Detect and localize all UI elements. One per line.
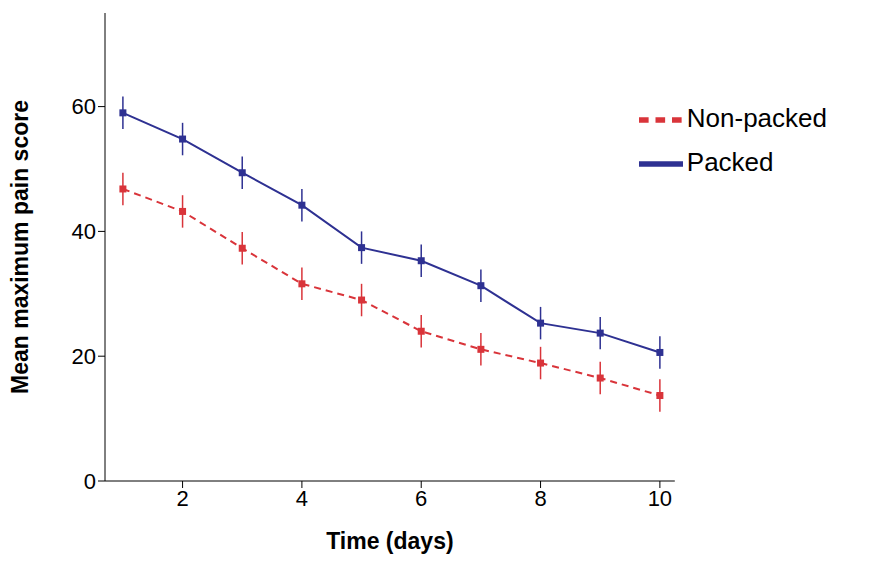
html-text:Packed: Packed — [686, 146, 774, 177]
svg-text:60: 60 — [72, 94, 96, 119]
svg-text:40: 40 — [72, 219, 96, 244]
svg-text:4: 4 — [296, 486, 308, 511]
svg-text:8: 8 — [534, 486, 546, 511]
svg-text:Mean maximum pain score: Mean maximum pain score — [8, 100, 33, 394]
svg-text:6: 6 — [415, 486, 427, 511]
svg-text:Time (days): Time (days) — [326, 528, 453, 554]
html-text:Non-packed: Non-packed — [686, 102, 827, 133]
svg-text:20: 20 — [72, 344, 96, 369]
svg-text:10: 10 — [648, 486, 672, 511]
svg-text:2: 2 — [176, 486, 188, 511]
svg-text:0: 0 — [84, 469, 96, 494]
